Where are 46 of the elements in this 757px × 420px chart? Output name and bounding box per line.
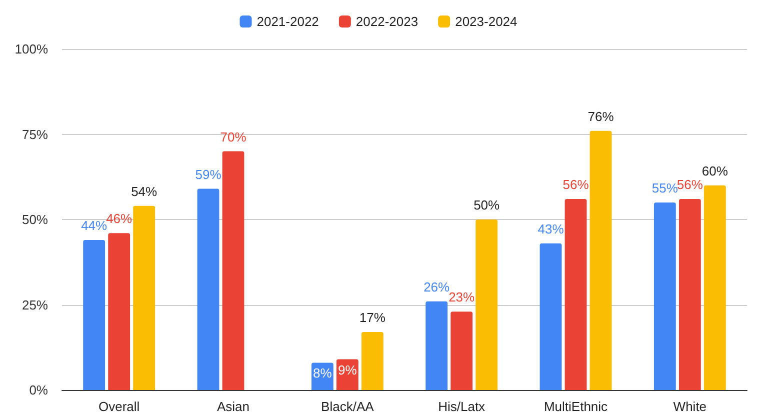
- y-tick-label: 25%: [22, 297, 48, 312]
- bar: [450, 312, 473, 390]
- x-tick-label: White: [673, 399, 707, 414]
- legend-label: 2023-2024: [455, 14, 518, 29]
- data-label: 54%: [131, 184, 158, 199]
- legend-label: 2021-2022: [256, 14, 319, 29]
- x-tick-label: Asian: [216, 399, 250, 414]
- bar: [133, 206, 156, 390]
- bar: [361, 332, 384, 390]
- y-tick-label: 0%: [29, 382, 48, 398]
- y-tick-label: 75%: [22, 126, 48, 142]
- data-label: 56%: [562, 177, 590, 192]
- bar: [108, 233, 130, 390]
- data-label: 56%: [676, 177, 704, 192]
- x-tick-label: Black/AA: [321, 399, 374, 414]
- bar: [476, 220, 498, 390]
- data-label: 23%: [448, 290, 476, 305]
- data-label: 43%: [538, 221, 564, 236]
- y-tick-label: 100%: [14, 42, 48, 56]
- data-label: 8%: [313, 366, 332, 381]
- bar: [704, 185, 726, 390]
- data-label: 59%: [195, 166, 222, 182]
- x-tick-label: His/Latx: [438, 399, 486, 414]
- data-label: 76%: [588, 108, 614, 124]
- bar: [197, 188, 220, 390]
- x-tick-label: Overall: [98, 399, 140, 414]
- data-label: 26%: [424, 279, 450, 294]
- y-tick-label: 50%: [22, 212, 48, 227]
- data-label: 9%: [338, 362, 358, 378]
- bar: [654, 202, 676, 390]
- data-label: 50%: [474, 198, 500, 212]
- legend-label: 2022-2023: [356, 14, 418, 29]
- data-label: 55%: [652, 180, 678, 196]
- data-label: 44%: [81, 218, 108, 233]
- bar: [678, 199, 701, 390]
- x-tick-label: MultiEthnic: [544, 399, 608, 414]
- bar: [222, 151, 244, 390]
- bar: [590, 130, 612, 390]
- bar: [426, 301, 448, 390]
- bar: [564, 199, 587, 390]
- data-label: 46%: [106, 211, 133, 226]
- data-label: 60%: [702, 163, 728, 178]
- bar: [540, 243, 562, 390]
- data-label: 70%: [220, 129, 247, 144]
- data-label: 17%: [359, 310, 386, 326]
- bar: [83, 240, 106, 390]
